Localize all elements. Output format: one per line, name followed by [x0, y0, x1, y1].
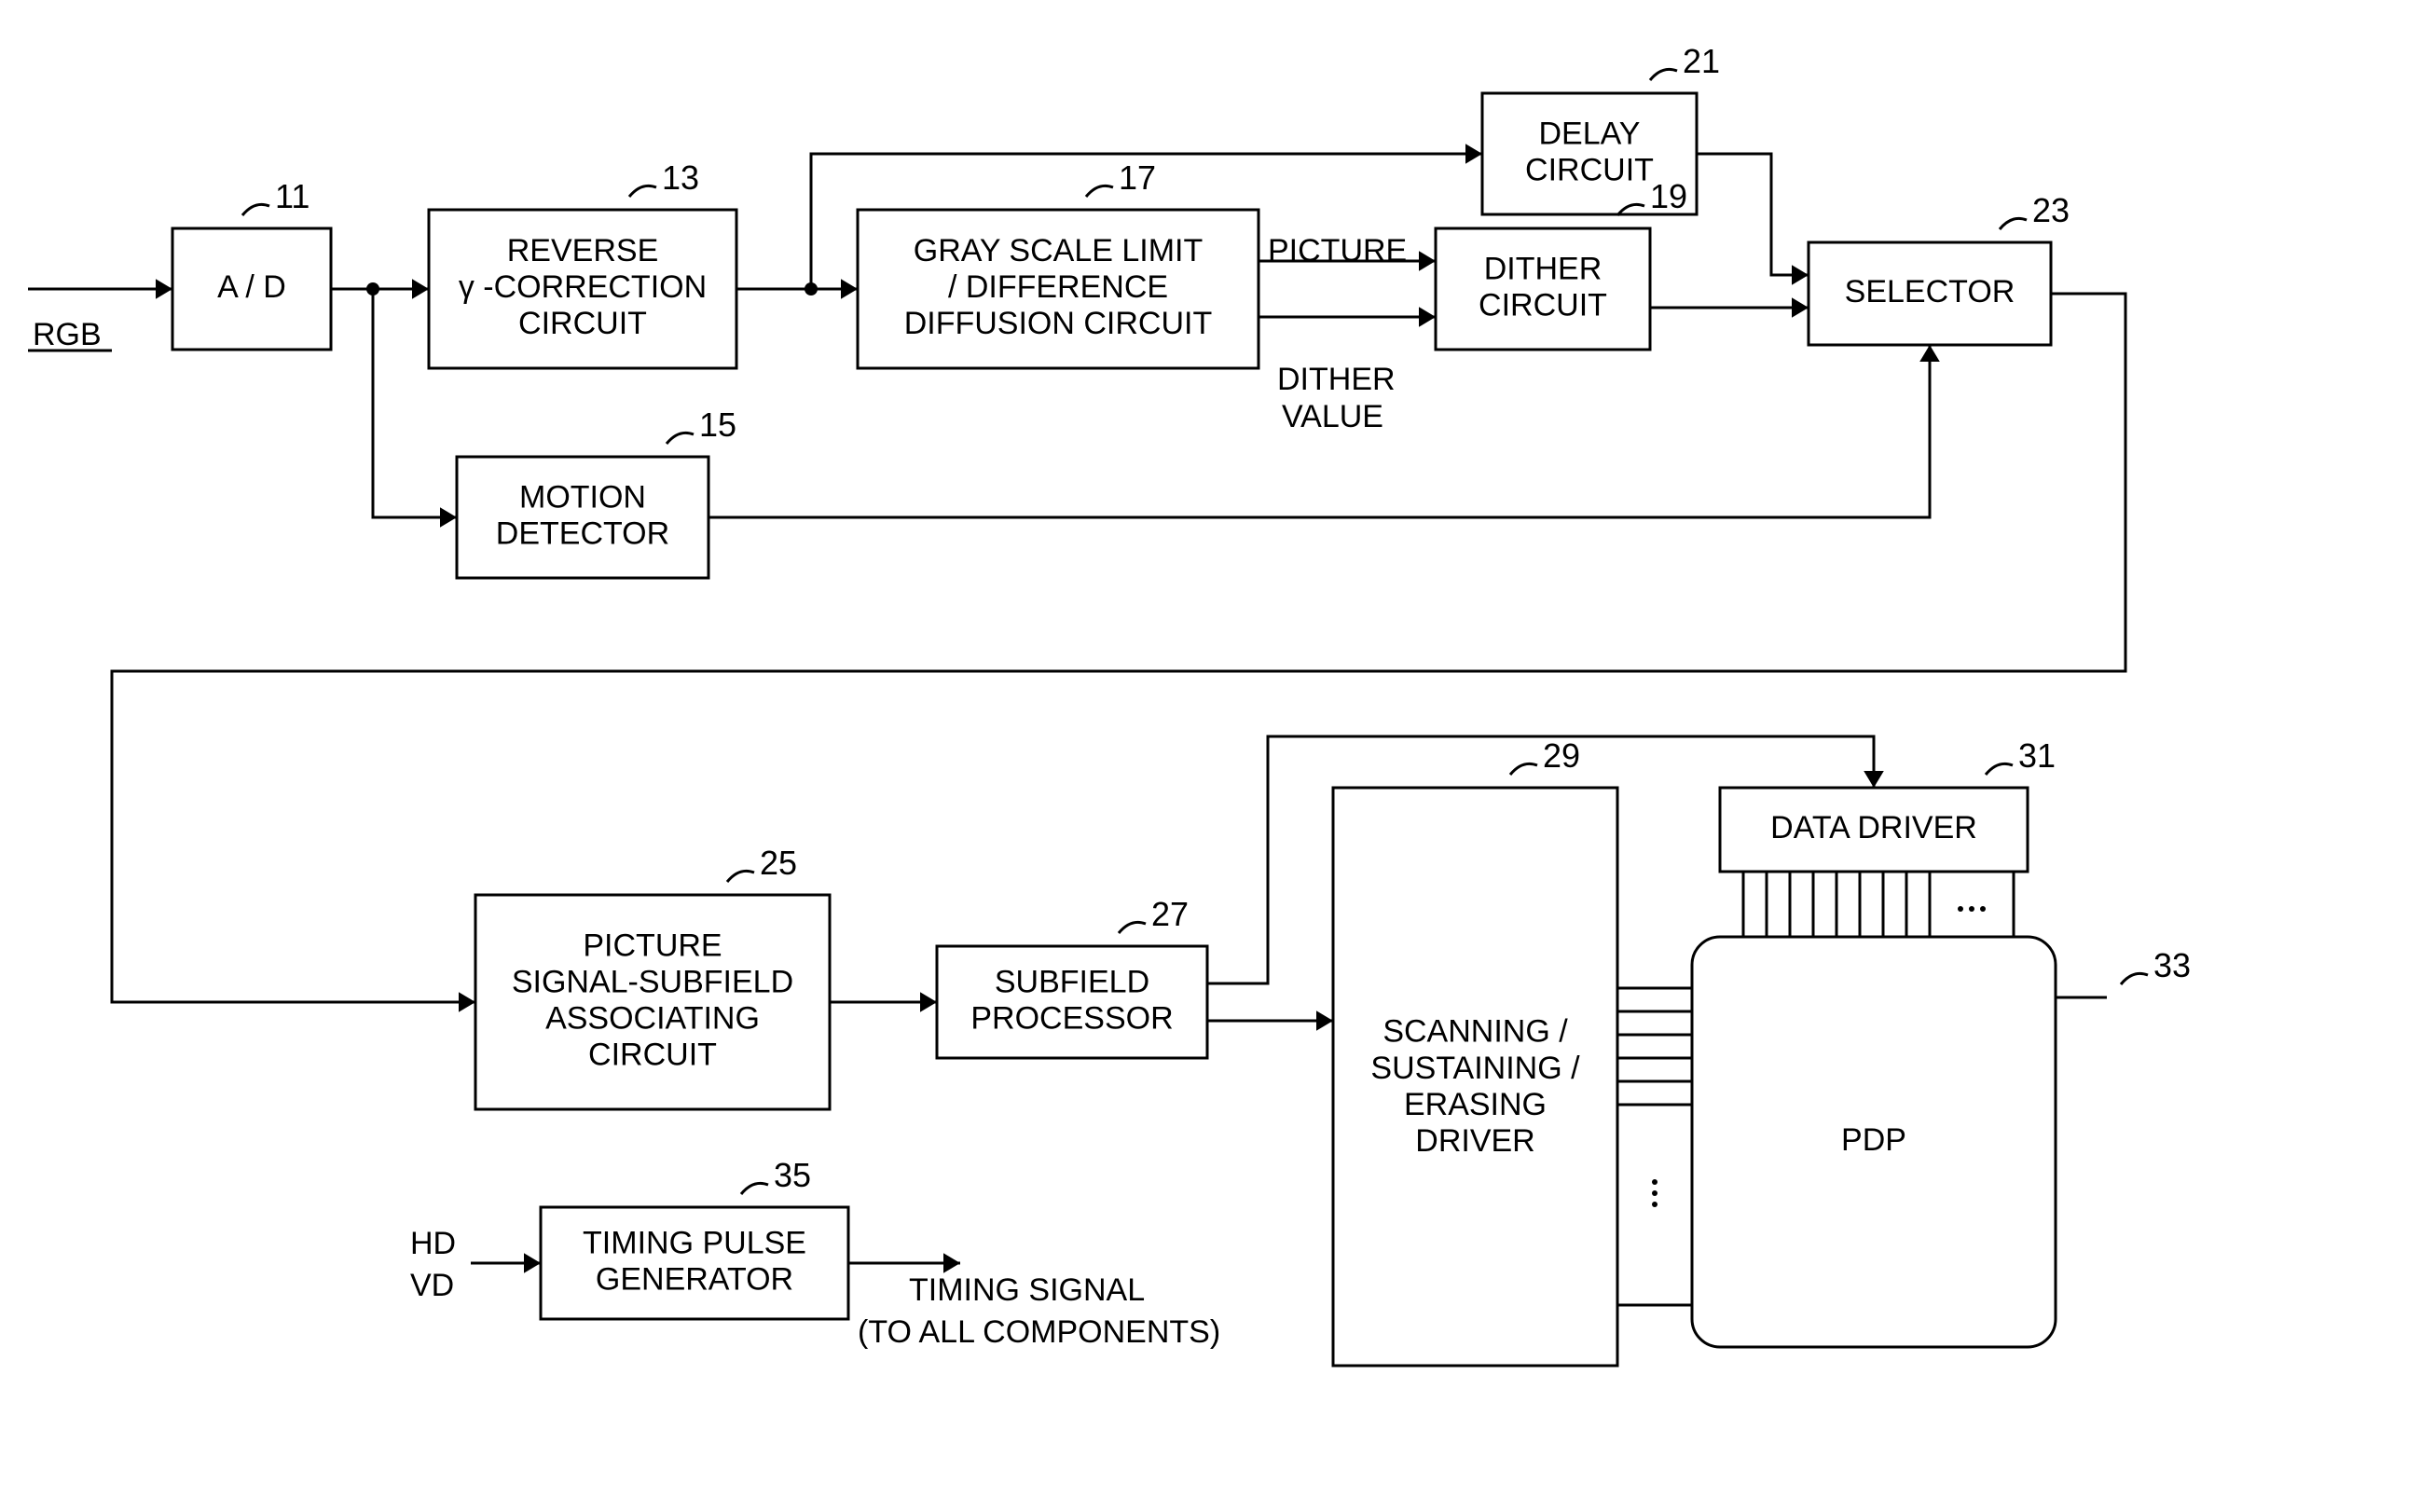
- svg-text:/ DIFFERENCE: / DIFFERENCE: [948, 269, 1168, 305]
- svg-text:HD: HD: [410, 1226, 456, 1261]
- svg-text:ASSOCIATING: ASSOCIATING: [545, 1001, 760, 1037]
- svg-text:GENERATOR: GENERATOR: [596, 1262, 793, 1298]
- ref-n19: 19: [1650, 177, 1687, 215]
- svg-text:RGB: RGB: [33, 317, 102, 352]
- svg-text:(TO ALL COMPONENTS): (TO ALL COMPONENTS): [858, 1314, 1220, 1350]
- ref-n33: 33: [2153, 946, 2191, 984]
- svg-text:PDP: PDP: [1841, 1122, 1906, 1158]
- svg-text:SUSTAINING /: SUSTAINING /: [1370, 1051, 1580, 1086]
- ref-n25: 25: [760, 844, 797, 882]
- svg-text:ERASING: ERASING: [1404, 1087, 1547, 1122]
- junction-dot: [805, 282, 818, 296]
- svg-text:DITHER: DITHER: [1277, 362, 1396, 397]
- ref-n29: 29: [1543, 736, 1580, 775]
- svg-text:CIRCUIT: CIRCUIT: [588, 1038, 717, 1073]
- svg-text:PICTURE: PICTURE: [583, 928, 722, 963]
- ref-n15: 15: [699, 405, 736, 444]
- svg-text:MOTION: MOTION: [519, 479, 646, 515]
- ref-n35: 35: [774, 1156, 811, 1194]
- svg-text:SIGNAL-SUBFIELD: SIGNAL-SUBFIELD: [512, 964, 793, 999]
- svg-text:TIMING PULSE: TIMING PULSE: [583, 1225, 806, 1260]
- ref-n11: 11: [275, 177, 310, 215]
- svg-text:VALUE: VALUE: [1282, 399, 1383, 434]
- svg-text:SCANNING /: SCANNING /: [1382, 1014, 1568, 1050]
- svg-text:PICTURE: PICTURE: [1268, 233, 1407, 268]
- svg-text:γ -CORRECTION: γ -CORRECTION: [459, 269, 707, 305]
- svg-text:DITHER: DITHER: [1484, 251, 1603, 286]
- svg-text:DIFFUSION CIRCUIT: DIFFUSION CIRCUIT: [904, 306, 1213, 341]
- svg-text:GRAY SCALE LIMIT: GRAY SCALE LIMIT: [914, 233, 1204, 268]
- svg-text:PROCESSOR: PROCESSOR: [970, 1001, 1173, 1037]
- junction-dot: [366, 282, 379, 296]
- ref-n27: 27: [1151, 895, 1189, 933]
- ref-n13: 13: [662, 158, 699, 197]
- svg-text:CIRCUIT: CIRCUIT: [1479, 288, 1607, 323]
- svg-text:CIRCUIT: CIRCUIT: [1525, 153, 1654, 188]
- svg-text:A / D: A / D: [217, 269, 286, 305]
- svg-text:TIMING SIGNAL: TIMING SIGNAL: [909, 1272, 1145, 1308]
- ref-n17: 17: [1119, 158, 1156, 197]
- svg-text:SUBFIELD: SUBFIELD: [995, 964, 1149, 999]
- svg-text:DRIVER: DRIVER: [1415, 1123, 1534, 1159]
- ref-n21: 21: [1683, 42, 1720, 80]
- ref-n31: 31: [2018, 736, 2056, 775]
- svg-text:DETECTOR: DETECTOR: [496, 516, 669, 552]
- svg-text:DATA DRIVER: DATA DRIVER: [1770, 810, 1977, 845]
- svg-text:REVERSE: REVERSE: [507, 233, 659, 268]
- svg-text:VD: VD: [410, 1268, 454, 1303]
- svg-text:CIRCUIT: CIRCUIT: [518, 306, 647, 341]
- svg-text:DELAY: DELAY: [1539, 116, 1641, 151]
- ref-n23: 23: [2032, 191, 2070, 229]
- svg-text:SELECTOR: SELECTOR: [1845, 274, 2015, 309]
